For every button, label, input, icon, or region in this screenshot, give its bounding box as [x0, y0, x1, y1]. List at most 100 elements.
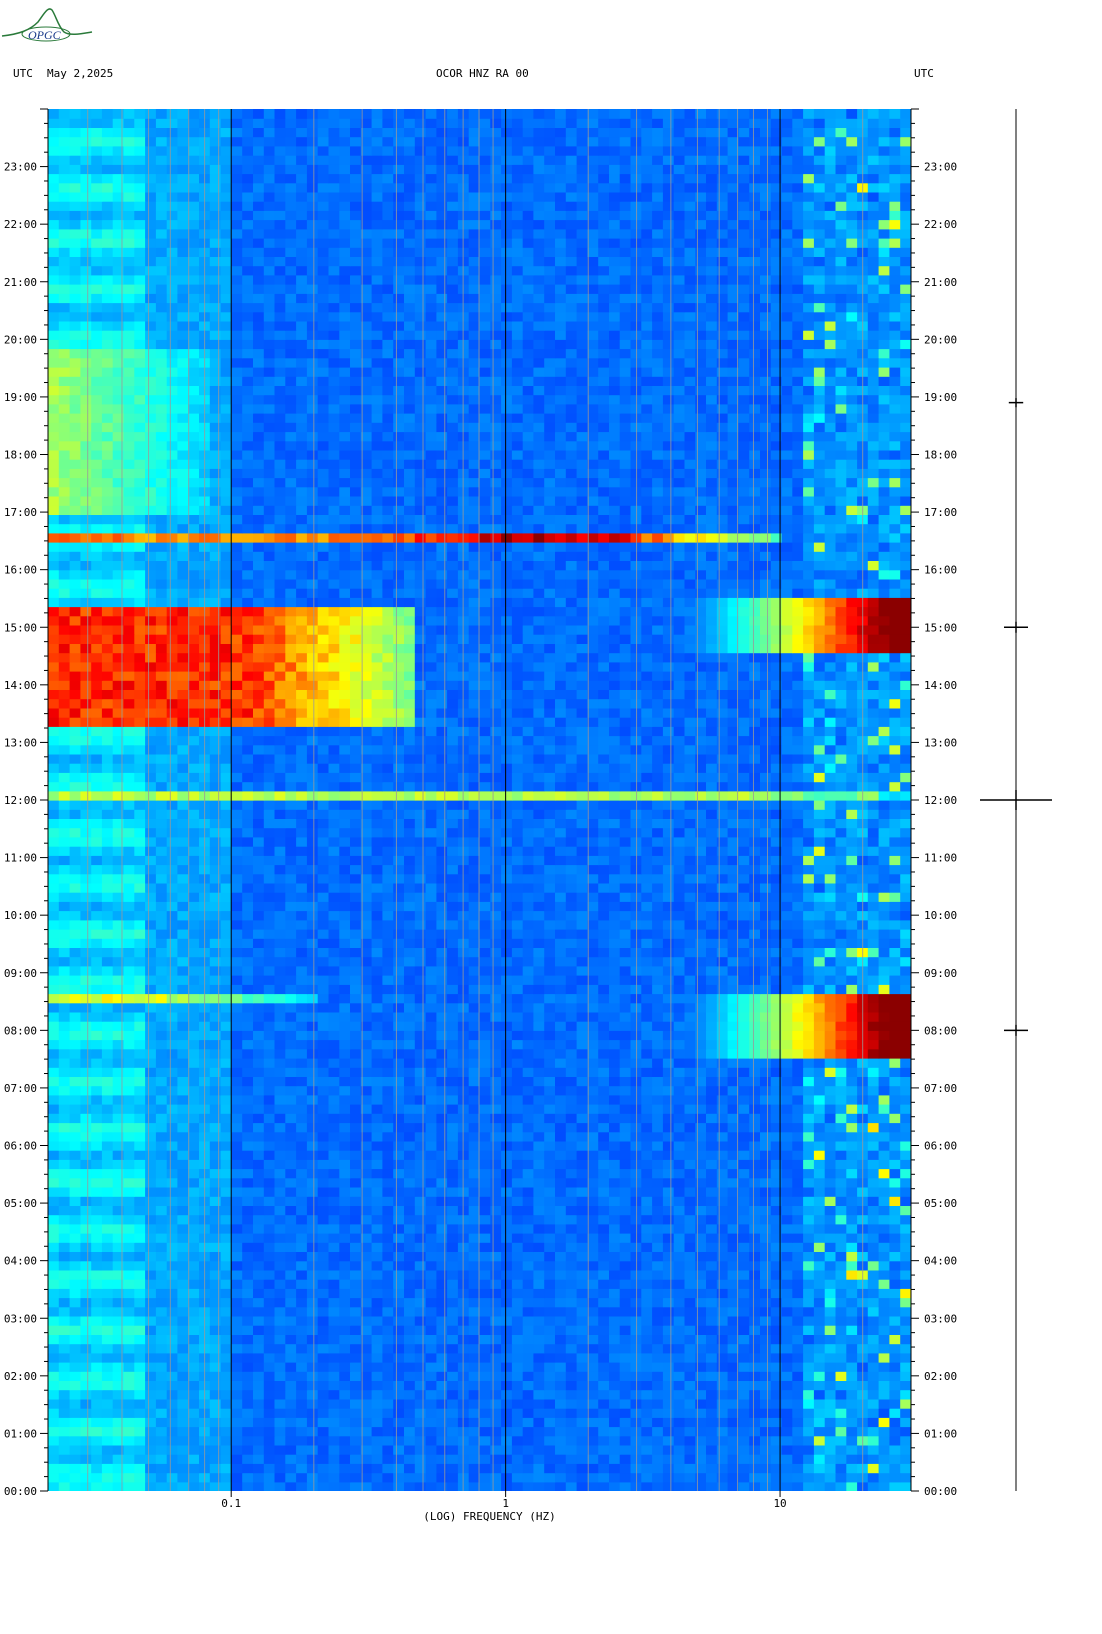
spectrogram-cell — [749, 1159, 761, 1170]
spectrogram-cell — [555, 1168, 567, 1179]
spectrogram-cell — [684, 1352, 696, 1363]
spectrogram-cell — [425, 1371, 437, 1381]
spectrogram-cell — [695, 1233, 707, 1243]
spectrogram-cell — [533, 1334, 545, 1345]
spectrogram-cell — [177, 1177, 189, 1188]
spectrogram-cell — [544, 1002, 556, 1013]
spectrogram-cell — [900, 1113, 911, 1124]
spectrogram-cell — [813, 1371, 826, 1381]
spectrogram-cell — [242, 1352, 254, 1363]
spectrogram-cell — [878, 1039, 890, 1050]
spectrogram-cell — [727, 938, 739, 948]
spectrogram-cell — [134, 1398, 146, 1409]
spectrogram-cell — [155, 1352, 168, 1363]
spectrogram-cell — [760, 1417, 772, 1428]
spectrogram-cell — [468, 1417, 481, 1428]
spectrogram-cell — [792, 1481, 804, 1491]
spectrogram-cell — [770, 1039, 783, 1050]
spectrogram-cell — [371, 1325, 383, 1335]
spectrogram-cell — [846, 919, 858, 930]
spectrogram-cell — [878, 1297, 890, 1308]
spectrogram-cell — [436, 1177, 448, 1188]
spectrogram-cell — [900, 1408, 911, 1418]
spectrogram-cell — [350, 1076, 362, 1087]
spectrogram-cell — [414, 1205, 427, 1216]
spectrogram-cell — [770, 1187, 783, 1197]
spectrogram-cell — [58, 1334, 71, 1345]
spectrogram-cell — [188, 1362, 200, 1372]
spectrogram-cell — [58, 910, 71, 921]
spectrogram-cell — [684, 1408, 696, 1418]
spectrogram-cell — [824, 993, 837, 1004]
spectrogram-cell — [867, 1417, 880, 1428]
spectrogram-cell — [716, 1113, 729, 1124]
spectrogram-cell — [555, 1251, 567, 1262]
spectrogram-cell — [371, 1187, 383, 1197]
spectrogram-cell — [619, 1094, 632, 1105]
spectrogram-cell — [220, 1067, 232, 1077]
spectrogram-cell — [490, 938, 502, 948]
spectrogram-cell — [835, 1444, 847, 1455]
spectrogram-cell — [253, 1297, 265, 1308]
spectrogram-cell — [576, 1168, 588, 1179]
spectrogram-cell — [522, 938, 535, 948]
spectrogram-cell — [404, 1389, 416, 1400]
spectrogram-cell — [652, 1187, 664, 1197]
spectrogram-cell — [112, 1177, 125, 1188]
spectrogram-cell — [522, 1076, 535, 1087]
spectrogram-cell — [716, 919, 729, 930]
spectrogram-cell — [609, 1380, 621, 1391]
spectrogram-cell — [188, 1371, 200, 1381]
spectrogram-cell — [652, 1223, 664, 1234]
spectrogram-cell — [641, 1325, 653, 1335]
spectrogram-cell — [404, 956, 416, 967]
spectrogram-cell — [80, 1389, 92, 1400]
spectrogram-cell — [296, 1481, 308, 1491]
spectrogram-cell — [738, 919, 750, 930]
spectrogram-cell — [706, 1122, 718, 1133]
spectrogram-cell — [231, 965, 243, 976]
spectrogram-cell — [609, 1196, 621, 1206]
spectrogram-cell — [209, 1058, 222, 1068]
spectrogram-cell — [878, 1454, 890, 1464]
spectrogram-cell — [803, 1177, 815, 1188]
spectrogram-cell — [598, 993, 610, 1004]
spectrogram-cell — [468, 1325, 481, 1335]
spectrogram-cell — [522, 1269, 535, 1280]
spectrogram-cell — [306, 1039, 319, 1050]
spectrogram-cell — [263, 1214, 276, 1225]
spectrogram-cell — [177, 1426, 189, 1437]
spectrogram-cell — [900, 1048, 911, 1059]
spectrogram-cell — [835, 1408, 847, 1418]
spectrogram-cell — [220, 956, 232, 967]
spectrogram-cell — [220, 1269, 232, 1280]
spectrogram-cell — [155, 1058, 168, 1068]
spectrogram-cell — [393, 1048, 405, 1059]
spectrogram-cell — [511, 1398, 524, 1409]
spectrogram-cell — [306, 1334, 319, 1345]
spectrogram-cell — [145, 919, 157, 930]
spectrogram-cell — [803, 1371, 815, 1381]
spectrogram-cell — [792, 1002, 804, 1013]
spectrogram-cell — [91, 1002, 103, 1013]
spectrogram-cell — [220, 1085, 232, 1096]
spectrogram-cell — [134, 1085, 146, 1096]
spectrogram-cell — [749, 1463, 761, 1474]
spectrogram-cell — [878, 1021, 890, 1031]
spectrogram-cell — [155, 1306, 168, 1317]
spectrogram-cell — [360, 1325, 373, 1335]
spectrogram-cell — [619, 1177, 632, 1188]
spectrogram-cell — [134, 1435, 146, 1446]
spectrogram-cell — [339, 1325, 351, 1335]
spectrogram-cell — [382, 1021, 394, 1031]
spectrogram-cell — [511, 1463, 524, 1474]
spectrogram-cell — [565, 1288, 578, 1299]
spectrogram-cell — [565, 1371, 578, 1381]
spectrogram-cell — [155, 1279, 168, 1289]
spectrogram-cell — [760, 1113, 772, 1124]
spectrogram-cell — [134, 1187, 146, 1197]
spectrogram-cell — [274, 1168, 286, 1179]
spectrogram-cell — [846, 1334, 858, 1345]
spectrogram-cell — [695, 1159, 707, 1170]
spectrogram-cell — [91, 1021, 103, 1031]
